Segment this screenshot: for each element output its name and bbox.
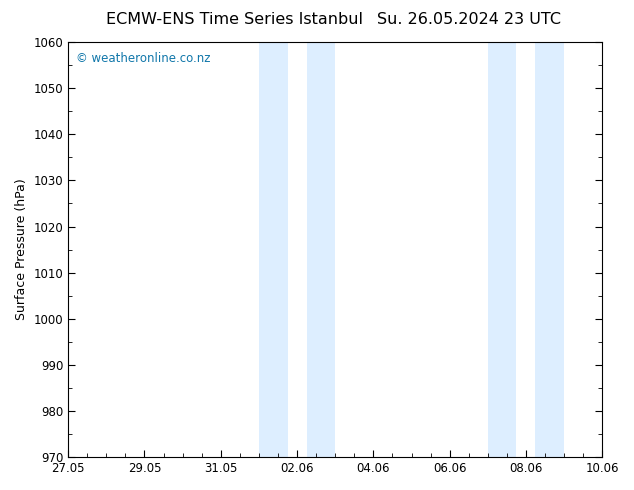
Text: Su. 26.05.2024 23 UTC: Su. 26.05.2024 23 UTC	[377, 12, 561, 27]
Y-axis label: Surface Pressure (hPa): Surface Pressure (hPa)	[15, 179, 28, 320]
Bar	[536, 42, 564, 457]
Text: © weatheronline.co.nz: © weatheronline.co.nz	[76, 52, 210, 66]
Bar	[307, 42, 335, 457]
Bar	[259, 42, 288, 457]
Bar	[488, 42, 517, 457]
Text: ECMW-ENS Time Series Istanbul: ECMW-ENS Time Series Istanbul	[106, 12, 363, 27]
